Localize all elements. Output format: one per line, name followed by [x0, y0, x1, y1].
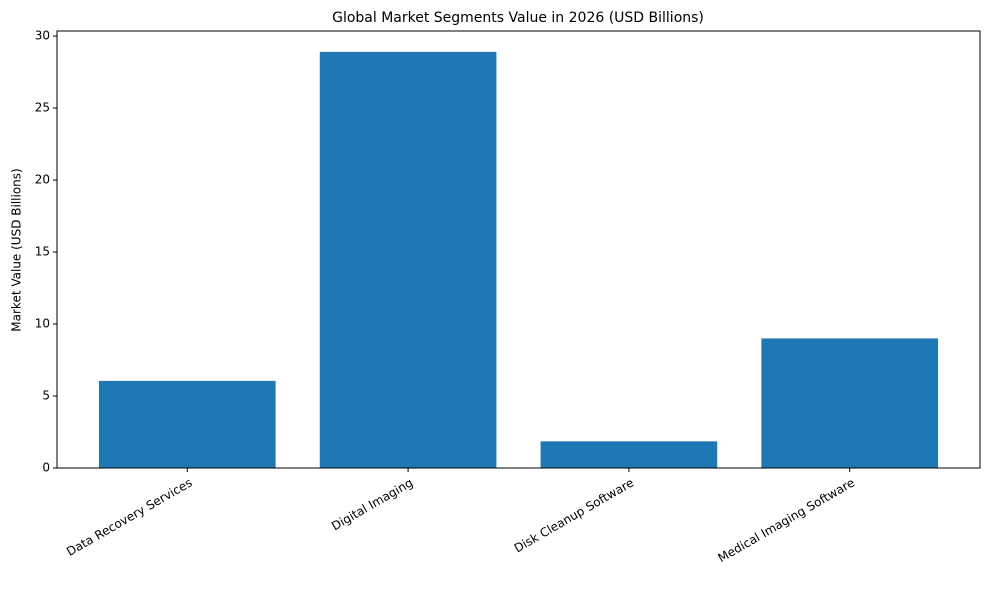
x-tick-label: Digital Imaging [329, 476, 415, 534]
y-tick-label: 10 [35, 317, 50, 331]
y-tick-label: 15 [35, 245, 50, 259]
y-tick-label: 25 [35, 101, 50, 115]
chart-title: Global Market Segments Value in 2026 (US… [332, 10, 704, 26]
bar [761, 338, 939, 468]
plot-frame [56, 30, 981, 469]
bar [540, 441, 718, 468]
y-axis-label: Market Value (USD Billions) [10, 168, 24, 331]
y-tick-label: 30 [35, 29, 50, 43]
y-tick-label: 20 [35, 173, 50, 187]
y-tick-label: 0 [42, 461, 50, 475]
bar [98, 380, 276, 468]
bar [319, 51, 497, 469]
x-tick-label: Data Recovery Services [64, 476, 194, 559]
y-tick-label: 5 [42, 389, 50, 403]
x-tick-label: Medical Imaging Software [716, 476, 857, 566]
x-tick-label: Disk Cleanup Software [512, 476, 636, 556]
